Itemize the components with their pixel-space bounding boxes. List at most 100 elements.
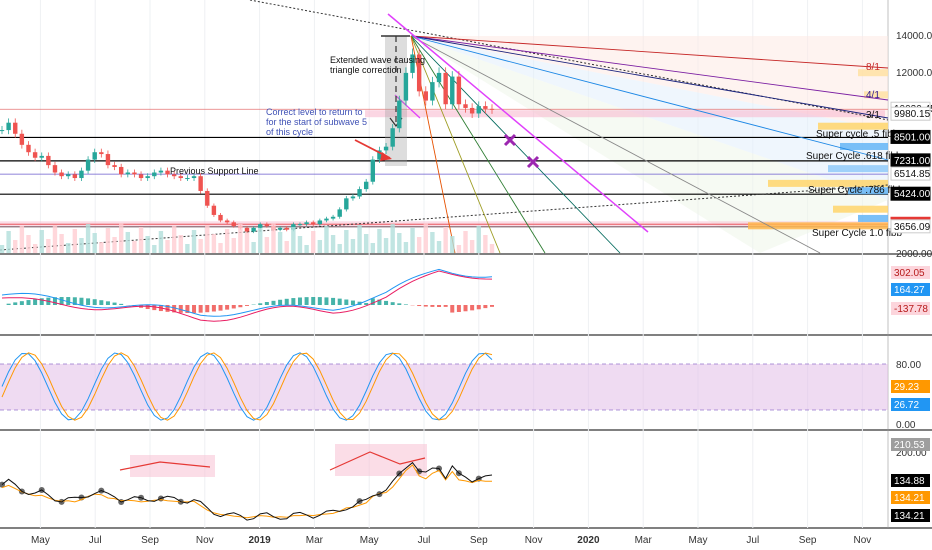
- macd-histogram-bar: [39, 298, 44, 305]
- macd-histogram-bar: [331, 297, 336, 305]
- volume-bar: [198, 239, 203, 253]
- macd-histogram-bar: [337, 298, 342, 305]
- stoch-tag-bg-0: [891, 380, 930, 393]
- volume-bar: [350, 239, 356, 253]
- volume-bar: [370, 243, 376, 253]
- candle-body: [410, 54, 415, 73]
- bottom-tag-bg-3: [891, 509, 930, 522]
- stoch-tag-bg-1: [891, 398, 930, 411]
- price-tag-bg-7: [890, 219, 931, 234]
- candle-body: [39, 155, 44, 158]
- volume-bar: [436, 241, 442, 253]
- macd-histogram-bar: [417, 305, 422, 307]
- price-y-tick-2: 2000.00: [896, 249, 932, 260]
- candle-body: [337, 209, 342, 217]
- x-tick-1: Jul: [89, 535, 102, 546]
- volume-bar: [19, 226, 25, 253]
- red-arrow-head: [380, 152, 392, 161]
- price-tag-bg-1: [890, 106, 931, 121]
- macd-histogram-bar: [231, 305, 236, 309]
- x-tick-15: Nov: [854, 535, 872, 546]
- bottom-tag-bg-1: [891, 474, 930, 487]
- volume-profile-bar-0: [858, 69, 888, 77]
- candle-body: [158, 170, 164, 173]
- macd-histogram-bar: [350, 300, 355, 305]
- bottom-highlight-1: [335, 444, 427, 476]
- fan-line-green: [410, 35, 546, 254]
- candle-body: [317, 220, 323, 225]
- fan-line-3-1: [410, 35, 889, 119]
- macd-histogram-bar: [430, 305, 435, 307]
- volume-bar: [397, 233, 402, 253]
- macd-histogram-bar: [59, 297, 64, 305]
- candle-body: [416, 54, 422, 92]
- candle-body: [92, 152, 97, 160]
- volume-profile-bar-9: [748, 222, 888, 230]
- macd-histogram-bar: [384, 300, 389, 305]
- candle-body: [59, 172, 64, 177]
- macd-histogram-bar: [324, 297, 329, 305]
- volume-bar: [191, 230, 197, 253]
- candle-body: [152, 172, 157, 177]
- macd-histogram-bar: [52, 297, 57, 305]
- volume-bar: [158, 231, 164, 253]
- price-tag-5: 5424.00: [894, 189, 931, 200]
- macd-histogram-bar: [92, 299, 97, 305]
- volume-bar: [165, 240, 170, 253]
- candle-body: [132, 172, 137, 175]
- price-tag-bg-5: [890, 186, 931, 201]
- stoch-d-line: [1, 352, 493, 421]
- bottom-tag-bg-2: [891, 491, 930, 504]
- volume-bar: [0, 245, 5, 253]
- macd-line: [1, 268, 493, 317]
- annotation-triangle-correction: triangle correction: [330, 65, 402, 75]
- fan-label-8-1: 8/1: [866, 62, 880, 73]
- x-tick-2: Sep: [141, 535, 159, 546]
- macd-histogram-bar: [238, 305, 243, 308]
- macd-histogram-bar: [364, 302, 369, 305]
- volume-bar: [383, 238, 389, 253]
- candle-body: [185, 178, 190, 180]
- macd-histogram-bar: [264, 302, 269, 305]
- macd-histogram-bar: [145, 305, 150, 310]
- volume-bar: [291, 227, 296, 253]
- volume-bar: [66, 243, 71, 253]
- volume-bar: [344, 230, 349, 253]
- volume-bar: [264, 237, 270, 253]
- macd-histogram-bar: [66, 297, 71, 305]
- bottom-tag-0: 210.53: [894, 440, 925, 451]
- macd-histogram-bar: [456, 305, 461, 313]
- candle-body: [244, 227, 250, 232]
- macd-histogram-bar: [178, 305, 183, 313]
- candle-body: [443, 72, 448, 105]
- candle-body: [6, 122, 11, 131]
- price-tag-bg-2: [890, 129, 931, 144]
- price-tag-4: 6514.85: [894, 169, 931, 180]
- volume-bar: [258, 228, 263, 253]
- macd-tag-1: 164.27: [894, 285, 925, 296]
- candle-body: [66, 174, 71, 177]
- volume-bar: [390, 224, 395, 253]
- fan-zone-green: [411, 36, 888, 253]
- volume-bar: [145, 236, 150, 253]
- volume-bar: [138, 227, 144, 253]
- volume-bar: [357, 225, 362, 253]
- candle-body: [165, 170, 170, 175]
- volume-bar: [403, 242, 409, 253]
- macd-histogram-bar: [490, 305, 494, 307]
- volume-bar: [224, 229, 230, 253]
- volume-bar: [377, 229, 382, 253]
- volume-bar: [311, 231, 316, 253]
- volume-bar: [205, 225, 210, 253]
- candle-body: [198, 176, 203, 191]
- stoch-y-tick-1: 0.00: [896, 420, 916, 431]
- macd-histogram-bar: [26, 300, 31, 305]
- macd-histogram-bar: [211, 305, 216, 312]
- candle-body: [483, 106, 488, 109]
- candle-body: [284, 227, 289, 230]
- macd-histogram-bar: [99, 300, 104, 305]
- macd-histogram-bar: [291, 298, 296, 305]
- volume-bar: [416, 237, 422, 253]
